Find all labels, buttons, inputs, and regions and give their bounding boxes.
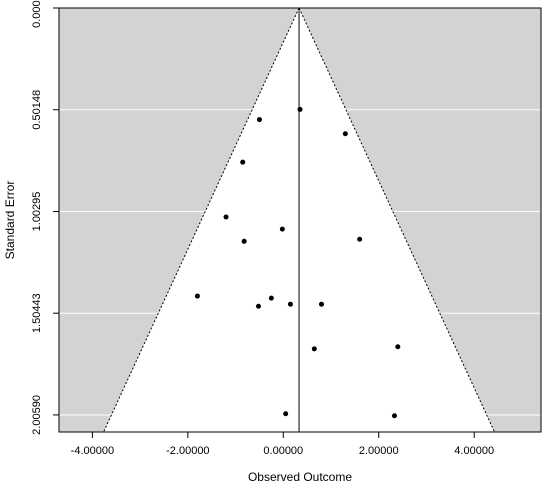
y-tick-label-2: 1.00295 — [31, 192, 43, 232]
x-axis-label: Observed Outcome — [248, 470, 352, 484]
study-point-2 — [256, 117, 262, 123]
funnel-left-boundary — [103, 7, 300, 433]
study-point-7 — [241, 238, 247, 244]
y-axis: 0.00000 0.50148 1.00295 1.50443 2.00590 — [31, 0, 59, 435]
x-tick-label-0: -4.00000 — [71, 445, 114, 457]
plot-frame — [58, 7, 542, 433]
study-point-5 — [223, 214, 229, 220]
study-point-12 — [287, 301, 293, 307]
study-point-8 — [357, 236, 363, 242]
y-tick-label-0: 0.00000 — [31, 0, 43, 28]
y-tick-label-3: 1.50443 — [31, 293, 43, 333]
funnel-boundary-lines — [103, 7, 495, 433]
study-point-13 — [318, 301, 324, 307]
study-point-11 — [255, 303, 261, 309]
study-points — [194, 106, 401, 419]
study-point-9 — [194, 293, 200, 299]
funnel-right-boundary — [298, 7, 495, 433]
x-tick-label-2: 0.00000 — [263, 445, 303, 457]
study-point-17 — [391, 413, 397, 419]
x-axis: -4.00000 -2.00000 0.00000 2.00000 4.00000 — [71, 432, 494, 457]
study-point-1 — [297, 106, 303, 112]
study-point-4 — [240, 159, 246, 165]
x-tick-label-4: 4.00000 — [454, 445, 494, 457]
y-tick-label-4: 2.00590 — [31, 395, 43, 435]
x-tick-label-1: -2.00000 — [166, 445, 209, 457]
study-point-14 — [311, 346, 317, 352]
x-tick-label-3: 2.00000 — [359, 445, 399, 457]
study-point-6 — [279, 226, 285, 232]
study-point-3 — [342, 131, 348, 137]
y-tick-label-1: 0.50148 — [31, 90, 43, 130]
study-point-16 — [283, 411, 289, 417]
y-axis-label: Standard Error — [3, 181, 17, 260]
study-point-10 — [268, 295, 274, 301]
study-point-15 — [395, 344, 401, 350]
